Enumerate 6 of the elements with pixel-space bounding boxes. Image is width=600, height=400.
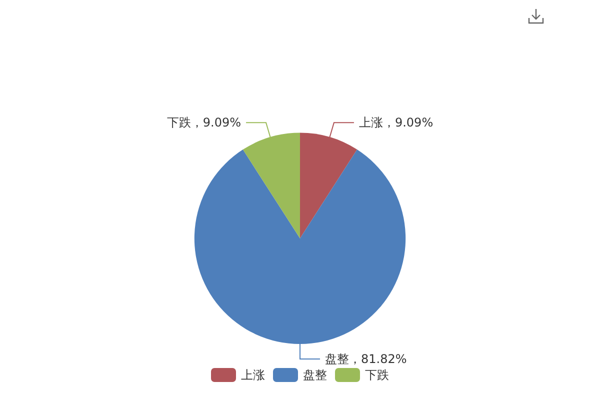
data-label: 上涨，9.09% bbox=[358, 116, 434, 130]
legend-label: 上涨 bbox=[241, 368, 265, 382]
data-label: 下跌，9.09% bbox=[166, 116, 242, 130]
legend-label: 下跌 bbox=[365, 368, 389, 382]
legend-label: 盘整 bbox=[303, 368, 327, 382]
data-label: 盘整，81.82% bbox=[325, 352, 407, 366]
